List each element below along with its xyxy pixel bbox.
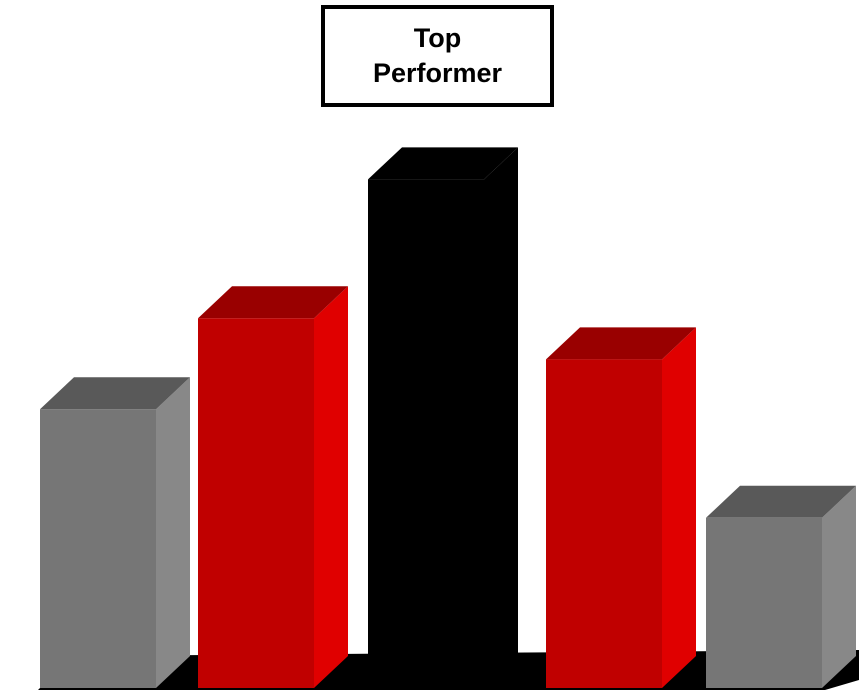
- bar-front-face: [546, 359, 662, 688]
- bar-side-face: [662, 327, 696, 688]
- top-performer-label-text: Top Performer: [372, 23, 503, 88]
- bar-2: [198, 286, 348, 688]
- bar-1: [40, 377, 190, 688]
- bar-side-face: [822, 485, 856, 688]
- bar-top-face: [198, 286, 348, 319]
- bar-5: [706, 485, 856, 688]
- bar-side-face: [156, 377, 190, 688]
- bar-side-face: [484, 147, 518, 688]
- bar-4: [546, 327, 696, 688]
- bar-front-face: [198, 318, 314, 688]
- bar-top-face: [368, 147, 518, 180]
- bar-3: [368, 147, 518, 688]
- bar-side-face: [314, 286, 348, 688]
- bar-group: [40, 147, 856, 688]
- bar-front-face: [40, 409, 156, 688]
- bar-front-face: [368, 179, 484, 688]
- bar-top-face: [40, 377, 190, 410]
- top-performer-label: Top Performer: [321, 5, 554, 107]
- bar-top-face: [546, 327, 696, 360]
- bar-front-face: [706, 517, 822, 688]
- bar-top-face: [706, 485, 856, 518]
